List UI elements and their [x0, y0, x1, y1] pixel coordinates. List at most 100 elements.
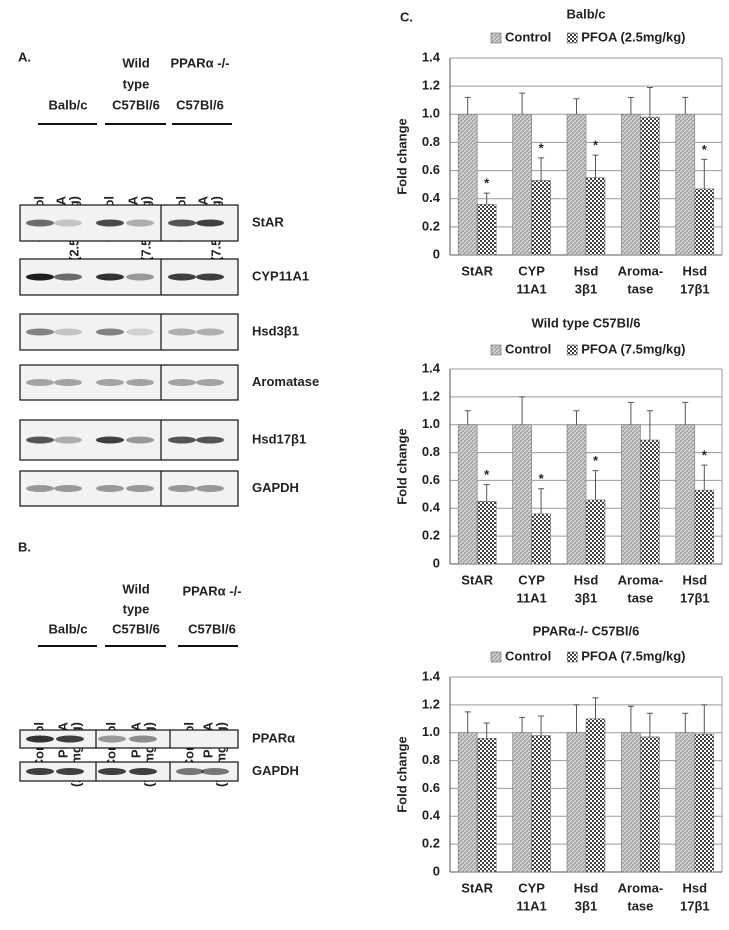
y-tick-label: 0.4 [422, 190, 441, 205]
bar [457, 113, 478, 256]
band [196, 436, 224, 444]
blot-frame [19, 364, 239, 401]
y-tick-label: 0.8 [422, 444, 440, 459]
group-label: type [123, 76, 150, 91]
blot-label: Hsd3β1 [252, 323, 299, 338]
band [168, 436, 196, 444]
bar [566, 113, 587, 256]
blot-frame [19, 313, 239, 351]
band [96, 379, 124, 386]
error-bar [701, 158, 708, 189]
y-tick-label: 0.8 [422, 752, 440, 767]
band [168, 273, 196, 281]
chart-title: PPARα-/- C57Bl/6 [533, 623, 640, 638]
panel-label: A. [18, 49, 31, 64]
x-tick-label: Hsd [683, 263, 708, 278]
legend-swatch [566, 32, 578, 44]
bar [566, 424, 587, 565]
error-bar [464, 96, 471, 115]
x-tick-label: Hsd [574, 572, 599, 587]
error-bar [682, 401, 689, 425]
band [26, 485, 54, 492]
error-bar [701, 464, 708, 491]
band [196, 328, 224, 336]
band [196, 219, 224, 227]
group-label: C57Bl/6 [112, 621, 160, 636]
bar [621, 113, 641, 256]
band [26, 219, 54, 227]
band [26, 436, 54, 444]
bar [531, 180, 551, 256]
x-tick-label: Aroma- [618, 572, 664, 587]
band [126, 485, 154, 492]
error-bar [592, 697, 599, 719]
error-bar [519, 716, 526, 733]
y-tick-label: 1.4 [422, 49, 441, 64]
band [126, 436, 154, 444]
group-label: type [123, 601, 150, 616]
x-tick-label: CYP [518, 263, 545, 278]
x-tick-label: CYP [518, 880, 545, 895]
band [126, 379, 154, 386]
significance-mark: * [702, 448, 708, 463]
blot-label: CYP11A1 [252, 268, 309, 283]
error-bar [483, 192, 490, 205]
bar [512, 732, 532, 873]
bar [640, 116, 660, 256]
blot-label: GAPDH [252, 480, 299, 495]
significance-mark: * [593, 138, 599, 153]
blot-label: StAR [252, 214, 284, 229]
y-tick-label: 1.2 [422, 78, 440, 93]
y-tick-label: 1.0 [422, 724, 440, 739]
band [126, 273, 154, 281]
error-bar [519, 92, 526, 115]
error-bar [464, 410, 471, 425]
x-tick-label: 11A1 [516, 281, 546, 296]
significance-mark: * [539, 140, 545, 155]
error-bar [701, 704, 708, 735]
y-tick-label: 0 [433, 863, 440, 878]
bar [512, 424, 532, 565]
x-tick-label: 11A1 [516, 898, 546, 913]
error-bar [483, 484, 490, 502]
y-tick-label: 0.8 [422, 134, 440, 149]
error-bar [573, 410, 580, 425]
bar [675, 732, 696, 873]
error-bar [592, 470, 599, 500]
significance-mark: * [702, 142, 708, 157]
band [201, 768, 229, 775]
band [129, 768, 157, 775]
legend-label: PFOA (2.5mg/kg) [581, 29, 685, 44]
bar [566, 732, 587, 873]
legend-label: Control [505, 29, 551, 44]
band [54, 379, 82, 386]
bar [476, 204, 497, 256]
error-bar [646, 712, 653, 737]
chart-title: Balb/c [566, 6, 605, 21]
y-tick-label: 0.6 [422, 162, 440, 177]
x-tick-label: Hsd [683, 880, 708, 895]
y-tick-label: 1.4 [422, 360, 441, 375]
x-tick-label: 17β1 [680, 898, 710, 913]
y-tick-label: 1.4 [422, 668, 441, 683]
x-tick-label: 11A1 [516, 590, 546, 605]
x-tick-label: tase [627, 281, 653, 296]
blot-frame [19, 470, 239, 507]
legend-swatch [490, 32, 502, 44]
group-label: PPARα -/- [170, 55, 229, 70]
band [176, 768, 204, 775]
bar [675, 113, 696, 256]
band [54, 328, 82, 336]
x-tick-label: StAR [461, 880, 493, 895]
legend-swatch [490, 651, 502, 663]
error-bar [538, 488, 545, 514]
error-bar [682, 96, 689, 115]
band [196, 379, 224, 386]
bar [621, 732, 641, 873]
y-tick-label: 0 [433, 246, 440, 261]
panel-label: C. [400, 9, 413, 24]
group-label: Wild [122, 581, 149, 596]
x-tick-label: 3β1 [575, 590, 597, 605]
x-tick-label: Aroma- [618, 263, 664, 278]
